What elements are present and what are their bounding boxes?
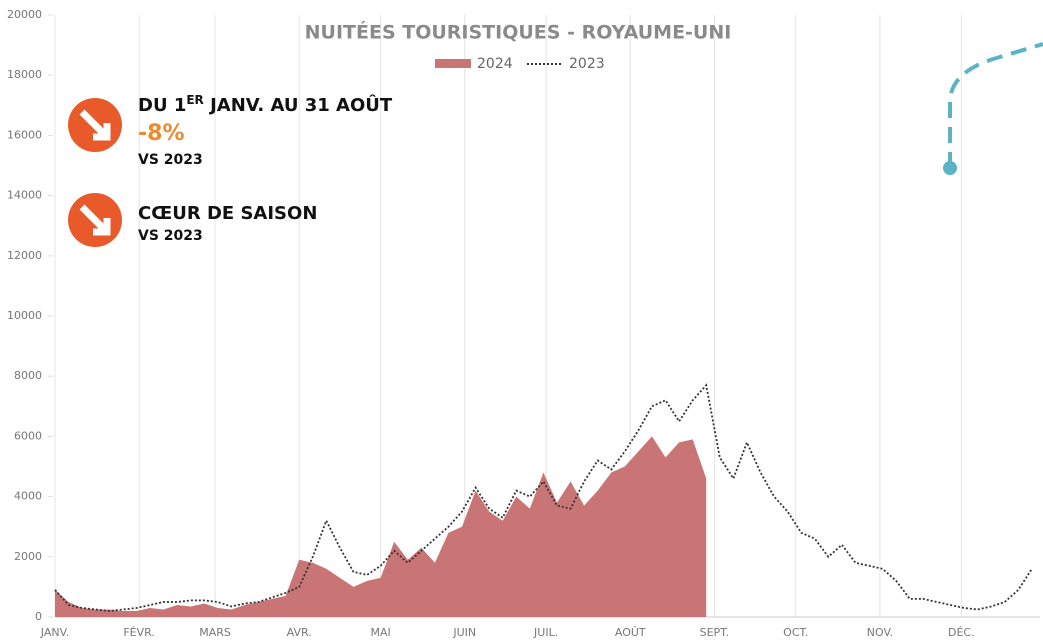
decoration-curve: [948, 42, 1043, 168]
x-tick-label: AOÛT: [615, 626, 646, 639]
x-tick-label: JUIN: [452, 626, 476, 639]
y-tick-label: 8000: [14, 369, 42, 382]
legend-label: 2024: [477, 56, 513, 72]
y-tick-label: 12000: [7, 249, 42, 262]
annotation: VS 2023: [138, 152, 203, 168]
annotation-part: DU 1: [138, 95, 186, 116]
y-tick-label: 10000: [7, 309, 42, 322]
y-tick-label: 20000: [7, 8, 42, 21]
x-tick-label: NOV.: [867, 626, 893, 639]
icon: [68, 193, 122, 247]
y-tick-label: 14000: [7, 189, 42, 202]
y-tick-label: 18000: [7, 68, 42, 81]
annotation-part: ER: [186, 93, 203, 107]
annotation: VS 2023: [138, 228, 203, 244]
annotation-part: JANV. AU 31 AOÛT: [204, 94, 393, 116]
x-tick-label: DÉC.: [948, 626, 975, 639]
annotation-change: -8%: [138, 121, 184, 146]
y-tick-label: 6000: [14, 429, 42, 442]
legend-swatch: [435, 59, 471, 68]
x-tick-label: SEPT.: [700, 626, 729, 639]
x-tick-label: AVR.: [287, 626, 312, 639]
legend-label: 2023: [569, 56, 605, 72]
legend: 2024 2023: [435, 56, 605, 72]
x-tick-label: MAI: [370, 626, 390, 639]
icon: [68, 98, 122, 152]
y-tick-label: 2000: [14, 550, 42, 563]
decoration-dot: [943, 161, 957, 175]
x-tick-label: JANV.: [40, 626, 69, 639]
annotation: CŒUR DE SAISON: [138, 203, 317, 224]
y-tick-label: 0: [35, 610, 42, 623]
annotation: DU 1ER JANV. AU 31 AOÛT: [138, 93, 393, 117]
area: [55, 436, 707, 617]
line: [54, 383, 1033, 612]
x-tick-label: MARS: [199, 626, 231, 639]
y-tick-label: 16000: [7, 128, 42, 141]
x-tick-label: OCT.: [783, 626, 808, 639]
chart-title: NUITÉES TOURISTIQUES - ROYAUME-UNI: [305, 21, 732, 44]
y-tick-label: 4000: [14, 490, 42, 503]
x-tick-label: JUIL.: [533, 626, 558, 639]
x-tick-label: FÉVR.: [123, 626, 155, 639]
